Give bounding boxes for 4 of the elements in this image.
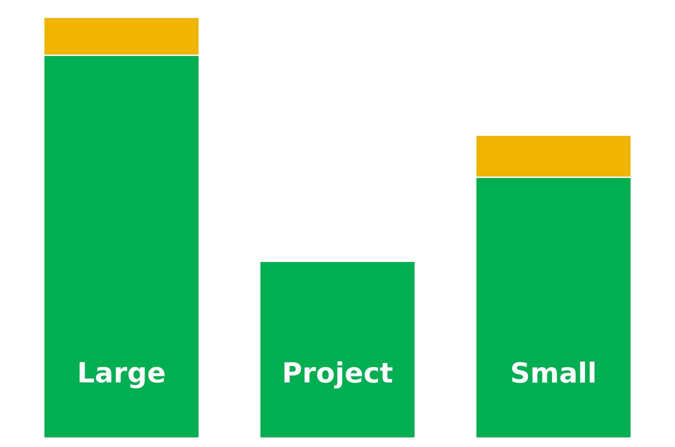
x-tick-label: Large	[80, 362, 165, 388]
bar	[259, 260, 416, 438]
x-tick-label: Project	[284, 361, 392, 389]
x-tick-label: Small	[512, 362, 595, 384]
